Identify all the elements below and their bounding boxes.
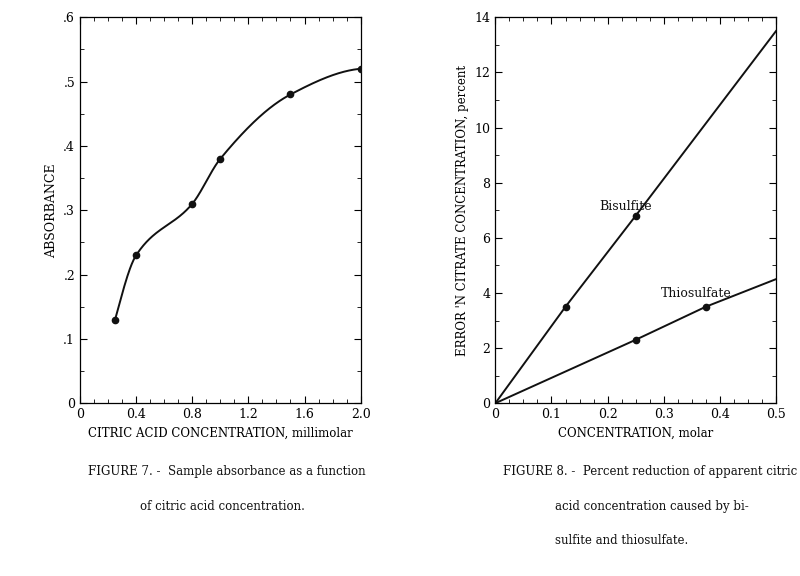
Text: Thiosulfate: Thiosulfate	[661, 287, 732, 300]
X-axis label: CONCENTRATION, molar: CONCENTRATION, molar	[558, 427, 714, 439]
Text: Bisulfite: Bisulfite	[599, 200, 652, 213]
Text: sulfite and thiosulfate.: sulfite and thiosulfate.	[555, 535, 689, 547]
Y-axis label: ERROR 'N CITRATE CONCENTRATION, percent: ERROR 'N CITRATE CONCENTRATION, percent	[456, 65, 469, 356]
Y-axis label: ABSORBANCE: ABSORBANCE	[45, 163, 58, 257]
Text: FIGURE 7. -  Sample absorbance as a function: FIGURE 7. - Sample absorbance as a funct…	[88, 465, 366, 478]
Text: acid concentration caused by bi-: acid concentration caused by bi-	[555, 500, 749, 513]
X-axis label: CITRIC ACID CONCENTRATION, millimolar: CITRIC ACID CONCENTRATION, millimolar	[88, 427, 353, 439]
Text: of citric acid concentration.: of citric acid concentration.	[140, 500, 305, 513]
Text: FIGURE 8. -  Percent reduction of apparent citric: FIGURE 8. - Percent reduction of apparen…	[503, 465, 798, 478]
